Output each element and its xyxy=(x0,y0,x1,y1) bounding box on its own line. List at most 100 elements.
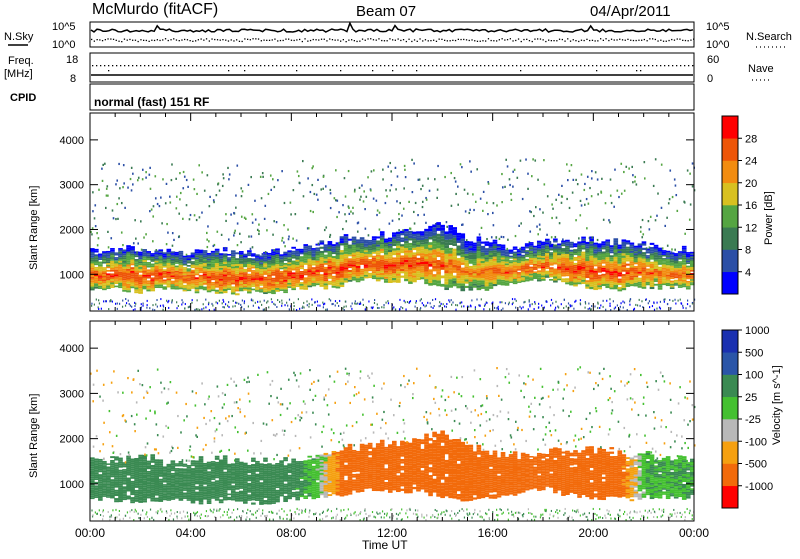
scatter-cell xyxy=(194,214,196,216)
data-cell xyxy=(118,470,123,472)
data-cell xyxy=(211,253,216,255)
data-cell xyxy=(223,274,228,276)
data-cell xyxy=(295,262,300,264)
data-cell xyxy=(497,272,502,274)
near-range-cell xyxy=(339,300,340,302)
data-cell xyxy=(340,236,345,238)
scatter-cell xyxy=(198,164,200,166)
data-cell xyxy=(340,250,345,252)
scatter-cell xyxy=(657,192,659,194)
data-cell xyxy=(130,281,135,283)
data-cell xyxy=(299,286,304,288)
data-cell xyxy=(211,251,216,253)
data-cell xyxy=(682,280,687,282)
near-range-cell xyxy=(331,303,332,305)
data-cell xyxy=(464,277,469,279)
near-range-cell xyxy=(378,307,379,309)
data-cell xyxy=(420,244,425,246)
data-cell xyxy=(396,274,401,276)
data-cell xyxy=(134,286,139,288)
noise-search-dot xyxy=(288,39,289,40)
data-cell xyxy=(247,266,252,268)
data-cell xyxy=(436,225,441,228)
data-cell xyxy=(199,287,204,289)
data-cell xyxy=(90,262,95,264)
scatter-cell xyxy=(225,247,227,249)
scatter-cell xyxy=(618,196,620,198)
scatter-cell xyxy=(419,178,421,180)
data-cell xyxy=(481,250,486,252)
scatter-cell xyxy=(532,158,534,160)
scatter-cell xyxy=(288,238,290,240)
scatter-cell xyxy=(94,204,96,206)
data-cell xyxy=(678,285,683,287)
scatter-cell xyxy=(242,190,244,192)
near-range-cell xyxy=(156,299,157,301)
data-cell xyxy=(557,243,562,245)
data-cell xyxy=(420,247,425,249)
noise-search-dot xyxy=(107,38,108,39)
scatter-cell xyxy=(409,227,411,229)
scatter-cell xyxy=(143,236,145,238)
near-range-cell xyxy=(115,509,116,511)
data-cell xyxy=(90,269,95,271)
scatter-cell xyxy=(140,220,142,222)
nave-dot xyxy=(392,65,393,66)
data-cell xyxy=(360,239,365,241)
scatter-cell xyxy=(404,165,406,167)
data-cell xyxy=(162,254,167,256)
data-cell xyxy=(98,465,103,467)
data-cell xyxy=(674,274,679,275)
scatter-cell xyxy=(373,169,375,171)
scatter-cell xyxy=(611,202,613,204)
data-cell xyxy=(94,471,99,473)
data-cell xyxy=(102,481,107,483)
data-cell xyxy=(336,276,341,278)
data-cell xyxy=(569,274,574,276)
data-cell xyxy=(448,268,453,271)
data-cell xyxy=(154,261,159,263)
data-cell xyxy=(267,286,272,288)
data-cell xyxy=(569,254,574,256)
data-cell xyxy=(336,284,341,286)
near-range-cell xyxy=(475,306,476,308)
near-range-cell xyxy=(455,304,456,306)
data-cell xyxy=(364,261,369,263)
data-cell xyxy=(682,267,687,269)
data-cell xyxy=(622,286,627,288)
near-range-cell xyxy=(335,304,336,306)
near-range-cell xyxy=(407,301,408,303)
near-range-cell xyxy=(217,302,218,304)
scatter-cell xyxy=(476,168,478,170)
data-cell xyxy=(436,222,441,225)
data-cell xyxy=(146,288,151,290)
nave-dot xyxy=(184,65,185,66)
data-cell xyxy=(404,231,409,233)
data-cell xyxy=(183,261,188,263)
data-cell xyxy=(529,244,534,246)
data-cell xyxy=(509,253,514,255)
data-cell xyxy=(513,281,518,283)
scatter-cell xyxy=(115,183,117,185)
data-cell xyxy=(485,250,490,252)
scatter-cell xyxy=(529,210,531,212)
data-cell xyxy=(477,251,482,253)
data-cell xyxy=(513,258,518,260)
data-cell xyxy=(428,269,433,272)
scatter-cell xyxy=(387,166,389,168)
near-range-cell xyxy=(101,308,102,310)
near-range-cell xyxy=(91,305,92,307)
data-cell xyxy=(489,283,494,285)
data-cell xyxy=(175,266,180,268)
data-cell xyxy=(223,272,228,274)
near-range-cell xyxy=(314,301,315,303)
scatter-cell xyxy=(473,209,475,211)
data-cell xyxy=(392,235,397,237)
data-cell xyxy=(255,282,260,284)
near-range-cell xyxy=(432,307,433,309)
noise-search-dot xyxy=(638,40,639,41)
data-cell xyxy=(521,263,526,265)
noise-search-dot xyxy=(266,40,267,41)
data-cell xyxy=(279,279,284,281)
data-cell xyxy=(311,285,316,287)
